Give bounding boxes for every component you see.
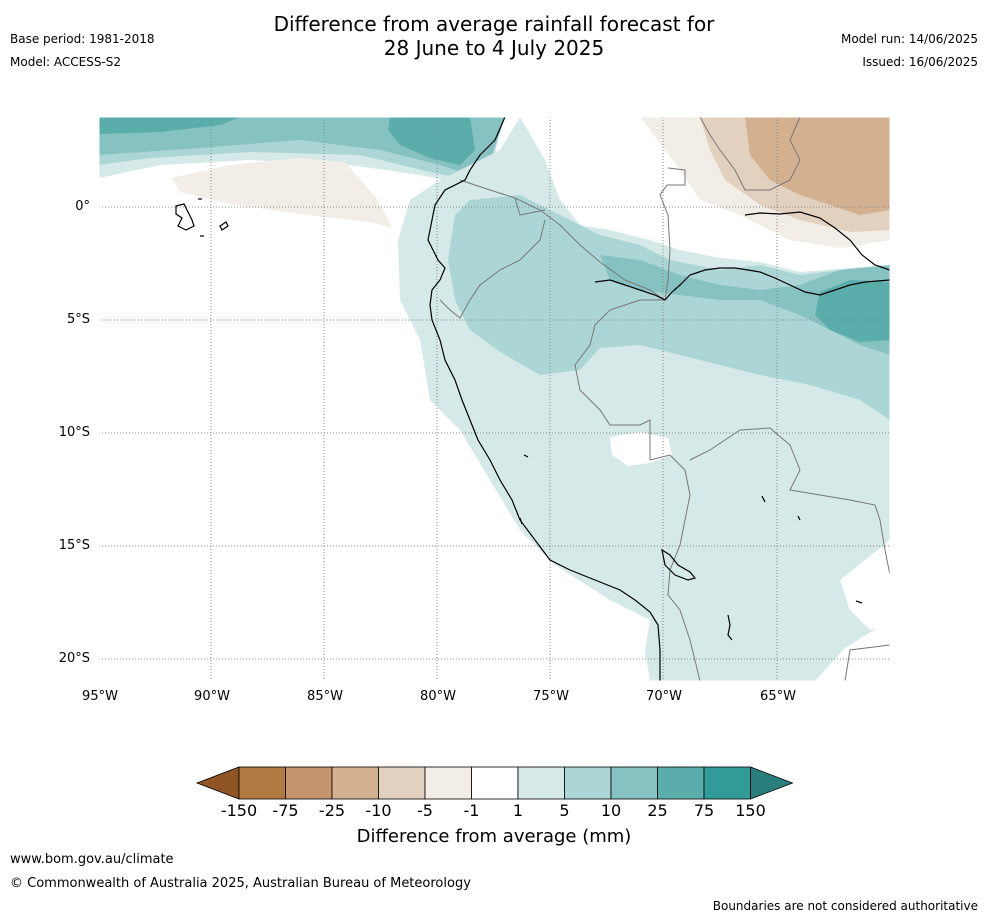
issued-text: Issued: 16/06/2025: [862, 55, 978, 69]
lon-label-70w: 70°W: [646, 689, 682, 704]
coastlines: [175, 117, 890, 681]
colorbar-segment: [703, 766, 751, 800]
colorbar-segment: [378, 766, 426, 800]
metadata-left: Base period: 1981-2018 Model: ACCESS-S2: [10, 31, 155, 77]
colorbar-segment: [610, 766, 658, 800]
colorbar-tick-label: -5: [417, 801, 433, 820]
colorbar-label: Difference from average (mm): [356, 826, 632, 847]
colorbar-segment: [331, 766, 379, 800]
colorbar-segment: [657, 766, 705, 800]
south-coast-neutral: [470, 565, 650, 681]
lon-label-85w: 85°W: [307, 689, 343, 704]
map-field: [99, 117, 890, 681]
model-text: Model: ACCESS-S2: [10, 55, 122, 69]
colorbar-tick-label: -25: [318, 801, 346, 820]
colorbar-tick-label: -75: [272, 801, 299, 820]
colorbar-tick-label: -150: [220, 801, 258, 820]
lon-label-95w: 95°W: [82, 689, 118, 704]
title-line-2: 28 June to 4 July 2025: [383, 36, 605, 60]
title-line-1: Difference from average rainfall forecas…: [273, 12, 715, 36]
southeast-neutral-area: [840, 540, 890, 630]
chart-title: Difference from average rainfall forecas…: [0, 12, 988, 60]
country-borders: [439, 117, 890, 681]
northeast-neutral-strip: [520, 117, 890, 272]
graticule: [99, 117, 890, 681]
colorbar-segments: [195, 766, 794, 800]
ocean-dry-strip: [172, 158, 392, 228]
lat-label-10s: 10°S: [58, 425, 90, 440]
lon-label-65w: 65°W: [760, 689, 796, 704]
colorbar-segment: [238, 766, 286, 800]
colorbar-tick-label: -10: [365, 801, 392, 820]
lon-label-90w: 90°W: [194, 689, 230, 704]
colorbar-tick-label: 10: [600, 801, 622, 820]
footer-url: www.bom.gov.au/climate: [10, 852, 174, 867]
base-period-text: Base period: 1981-2018: [10, 32, 155, 46]
colorbar-arrow-low: [195, 766, 240, 800]
colorbar: [195, 766, 794, 800]
lon-label-80w: 80°W: [420, 689, 456, 704]
colorbar-tick-label: 1: [512, 801, 524, 820]
ocean-wet-core: [99, 117, 240, 134]
footer-copyright: © Commonwealth of Australia 2025, Austra…: [10, 876, 471, 891]
colorbar-segment: [471, 766, 519, 800]
lat-label-15s: 15°S: [58, 538, 90, 553]
ocean-wet-core-east: [388, 117, 475, 165]
amazon-heavy-wet: [600, 255, 890, 355]
colorbar-tick-label: 5: [559, 801, 570, 820]
colorbar-segment: [517, 766, 565, 800]
model-run-text: Model run: 14/06/2025: [840, 32, 978, 46]
lat-label-5s: 5°S: [66, 312, 90, 327]
colorbar-arrow-high: [750, 766, 794, 800]
colorbar-segment: [285, 766, 333, 800]
colorbar-segment: [424, 766, 472, 800]
bolivia-neutral-gap: [610, 432, 672, 466]
lon-label-75w: 75°W: [533, 689, 569, 704]
colorbar-segment: [564, 766, 612, 800]
colorbar-tick-label: 25: [647, 801, 668, 820]
colorbar-tick-label: -1: [463, 801, 480, 820]
metadata-right: Model run: 14/06/2025 Issued: 16/06/2025: [841, 31, 978, 77]
footer-disclaimer: Boundaries are not considered authoritat…: [712, 899, 978, 913]
lat-label-0: 0°: [75, 199, 90, 214]
colorbar-tick-label: 75: [693, 801, 715, 820]
lat-label-20s: 20°S: [58, 651, 90, 666]
northeast-dry-core: [745, 117, 890, 215]
colorbar-tick-label: 150: [735, 801, 766, 820]
amazon-core-wet: [815, 280, 890, 342]
amazon-medium-wet: [448, 195, 890, 420]
